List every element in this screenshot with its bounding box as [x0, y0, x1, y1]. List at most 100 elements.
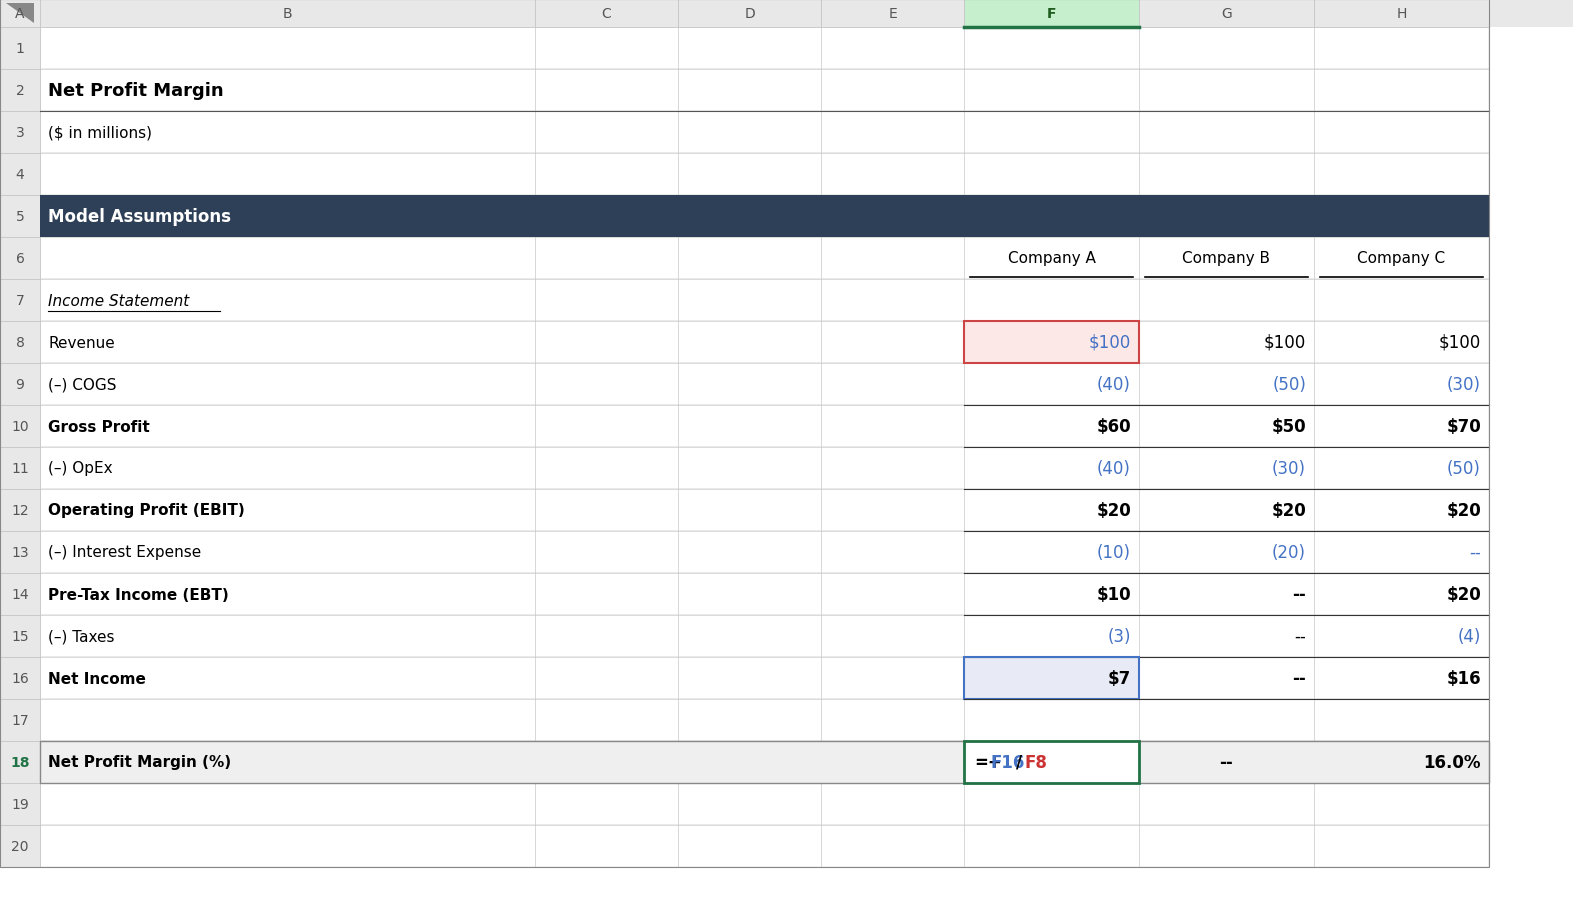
Bar — [0, 447, 39, 490]
Text: C: C — [601, 7, 612, 21]
Bar — [0, 364, 39, 406]
Text: G: G — [1221, 7, 1232, 21]
Bar — [535, 0, 678, 28]
Bar — [0, 280, 39, 322]
Text: Net Profit Margin (%): Net Profit Margin (%) — [49, 755, 231, 769]
Bar — [0, 196, 39, 238]
Text: Gross Profit: Gross Profit — [49, 419, 149, 434]
Text: (–) OpEx: (–) OpEx — [49, 461, 113, 476]
Text: 3: 3 — [16, 126, 24, 140]
Bar — [0, 406, 39, 447]
Bar — [0, 574, 39, 615]
Text: (10): (10) — [1096, 543, 1131, 561]
Bar — [39, 196, 1490, 238]
Text: $10: $10 — [1096, 585, 1131, 603]
Text: Income Statement: Income Statement — [49, 293, 189, 308]
Polygon shape — [6, 5, 35, 23]
Bar — [39, 741, 1490, 783]
Text: $70: $70 — [1446, 418, 1482, 436]
Bar — [678, 0, 821, 28]
Bar — [1139, 0, 1313, 28]
Text: F: F — [1046, 7, 1055, 21]
Text: F8: F8 — [1026, 753, 1048, 771]
Bar — [39, 238, 1490, 280]
Bar — [964, 322, 1139, 364]
Bar — [0, 699, 39, 741]
Text: 5: 5 — [16, 210, 24, 224]
Bar — [964, 0, 1139, 28]
Text: Company C: Company C — [1357, 252, 1446, 266]
Text: (–) Taxes: (–) Taxes — [49, 629, 115, 644]
Text: --: -- — [1469, 543, 1482, 561]
Text: Company B: Company B — [1183, 252, 1271, 266]
Text: $100: $100 — [1439, 334, 1482, 352]
Text: 18: 18 — [11, 755, 30, 769]
Text: $7: $7 — [1107, 669, 1131, 687]
Text: 1: 1 — [16, 42, 25, 56]
Bar — [0, 825, 39, 867]
Text: 16.0%: 16.0% — [1424, 753, 1482, 771]
Text: (–) COGS: (–) COGS — [49, 377, 116, 392]
Bar — [0, 322, 39, 364]
Text: (3): (3) — [1107, 627, 1131, 645]
Text: --: -- — [1295, 627, 1306, 645]
Text: $100: $100 — [1089, 334, 1131, 352]
Text: 13: 13 — [11, 546, 28, 559]
Text: 15: 15 — [11, 630, 28, 643]
Text: $20: $20 — [1271, 502, 1306, 520]
Bar — [39, 615, 1490, 658]
Text: 17: 17 — [11, 713, 28, 727]
Bar — [39, 658, 1490, 699]
Text: 11: 11 — [11, 462, 28, 475]
Text: $50: $50 — [1271, 418, 1306, 436]
Bar — [1313, 0, 1490, 28]
Text: 19: 19 — [11, 797, 28, 811]
Bar — [0, 112, 39, 154]
Text: (–) Interest Expense: (–) Interest Expense — [49, 545, 201, 560]
Text: $100: $100 — [1263, 334, 1306, 352]
Text: ($ in millions): ($ in millions) — [49, 125, 153, 141]
Text: 7: 7 — [16, 294, 24, 308]
Bar — [39, 447, 1490, 490]
Text: Pre-Tax Income (EBT): Pre-Tax Income (EBT) — [49, 587, 228, 602]
Text: (40): (40) — [1096, 459, 1131, 477]
Bar — [0, 70, 39, 112]
Bar — [39, 154, 1490, 196]
Bar — [821, 0, 964, 28]
Text: /: / — [1016, 753, 1022, 771]
Text: (30): (30) — [1447, 375, 1482, 393]
Text: =+: =+ — [974, 753, 1002, 771]
Text: 14: 14 — [11, 587, 28, 602]
Bar — [964, 741, 1139, 783]
Bar — [39, 825, 1490, 867]
Text: F16: F16 — [991, 753, 1026, 771]
Bar — [39, 70, 1490, 112]
Bar — [39, 364, 1490, 406]
Text: H: H — [1397, 7, 1406, 21]
Text: $20: $20 — [1446, 585, 1482, 603]
Bar — [0, 0, 1573, 28]
Bar — [39, 741, 1490, 783]
Bar — [0, 28, 39, 70]
Bar — [39, 699, 1490, 741]
Bar — [964, 658, 1139, 699]
Bar — [39, 490, 1490, 531]
Text: 10: 10 — [11, 419, 28, 434]
Text: $16: $16 — [1447, 669, 1482, 687]
Bar — [39, 322, 1490, 364]
Bar — [0, 0, 39, 28]
Bar — [39, 531, 1490, 574]
Text: (20): (20) — [1273, 543, 1306, 561]
Text: (30): (30) — [1273, 459, 1306, 477]
Text: 20: 20 — [11, 839, 28, 853]
Text: D: D — [744, 7, 755, 21]
Text: --: -- — [1293, 585, 1306, 603]
Text: Net Income: Net Income — [49, 671, 146, 686]
Text: 9: 9 — [16, 378, 25, 391]
Text: Model Assumptions: Model Assumptions — [49, 207, 231, 226]
Bar — [0, 490, 39, 531]
Text: $20: $20 — [1446, 502, 1482, 520]
Bar — [39, 574, 1490, 615]
Bar — [39, 28, 1490, 70]
Bar — [39, 0, 535, 28]
